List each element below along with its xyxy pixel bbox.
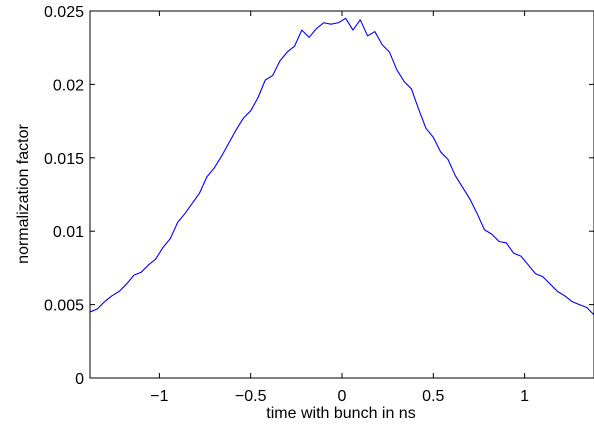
- plot-frame: [89, 10, 594, 379]
- y-tick-label: 0.025: [44, 4, 84, 21]
- y-tick-label: 0.015: [44, 151, 84, 168]
- x-axis-title: time with bunch in ns: [266, 405, 415, 422]
- plot-background: [90, 11, 594, 378]
- y-tick-label: 0.02: [53, 77, 84, 94]
- tick-labels-layer: −1 −0.5 0 0.5 1 0 0.005 0.01 0.015 0.02 0.025: [44, 4, 529, 405]
- y-tick-label: 0.005: [44, 298, 84, 315]
- y-tick-label: 0: [75, 371, 84, 388]
- y-axis-title: normalization factor: [15, 124, 32, 264]
- y-tick-label: 0.01: [53, 224, 84, 241]
- x-tick-label: −1: [150, 388, 168, 405]
- x-tick-label: −0.5: [235, 388, 267, 405]
- x-tick-label: 1: [520, 388, 529, 405]
- series-layer: [89, 17, 594, 316]
- x-tick-label: 0: [338, 388, 347, 405]
- series-line: [89, 17, 594, 316]
- x-tick-label: 0.5: [422, 388, 444, 405]
